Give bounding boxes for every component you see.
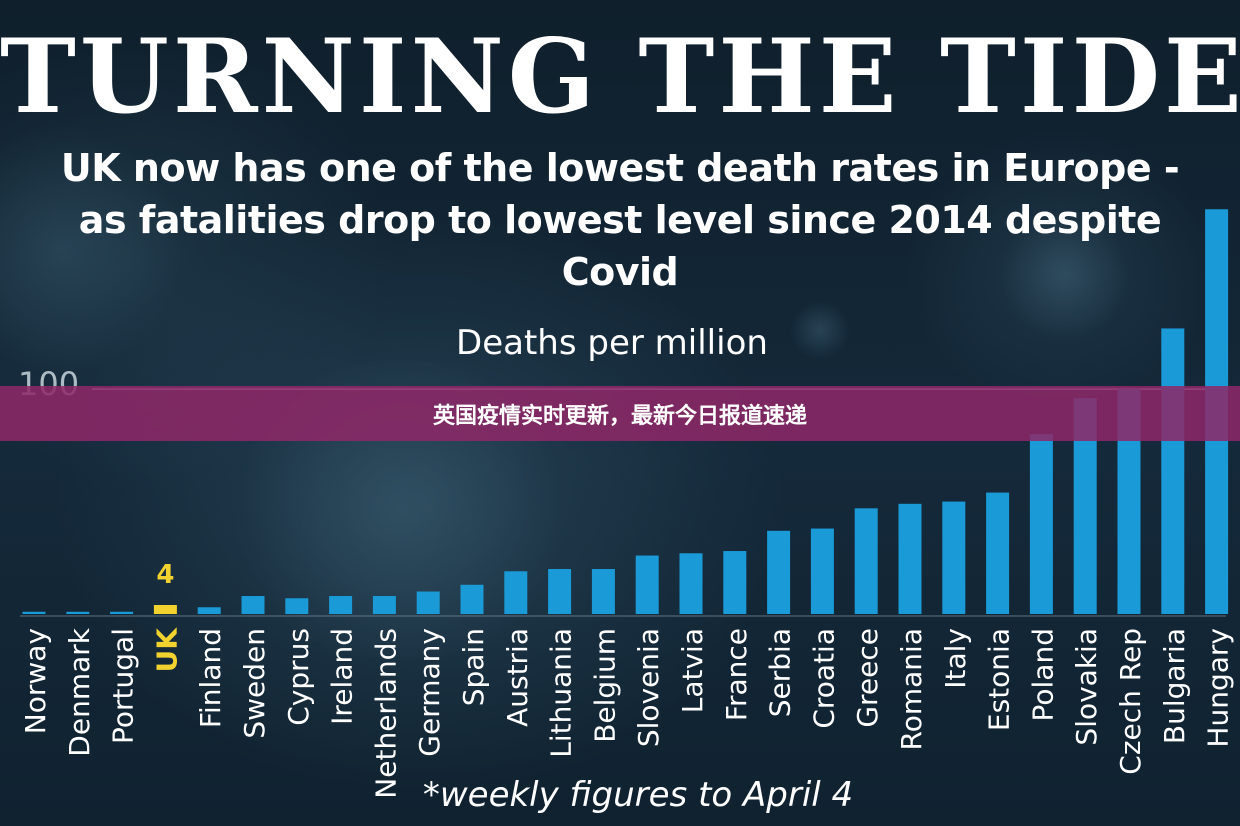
bar-greece	[854, 508, 878, 614]
bar-romania	[898, 503, 922, 614]
bar-austria	[504, 571, 528, 614]
x-tick-label: Belgium	[588, 628, 621, 743]
chart-title: Deaths per million	[456, 323, 768, 363]
bar-italy	[942, 501, 966, 614]
x-tick-label: Germany	[413, 628, 446, 757]
bar-finland	[197, 607, 221, 614]
x-tick-label: Slovenia	[632, 628, 665, 747]
bar-france	[723, 551, 747, 614]
bar-spain	[460, 584, 484, 614]
bar-belgium	[591, 569, 615, 614]
x-tick-label: Poland	[1026, 628, 1059, 721]
bar-poland	[1029, 434, 1053, 614]
bar-estonia	[986, 492, 1010, 614]
bar-croatia	[810, 528, 834, 614]
subtitle: UK now has one of the lowest death rates…	[60, 146, 1180, 294]
x-tick-label: Finland	[194, 628, 227, 728]
headline: TURNING THE TIDE	[0, 17, 1240, 137]
bar-denmark	[66, 611, 90, 614]
chart-footnote: *weekly figures to April 4	[423, 775, 853, 815]
x-tick-label: Czech Rep	[1114, 628, 1147, 775]
bar-germany	[416, 591, 440, 614]
x-tick-label: France	[720, 628, 753, 721]
x-tick-label: Slovakia	[1070, 628, 1103, 746]
x-tick-label: Norway	[19, 628, 52, 734]
bar-portugal	[110, 611, 134, 614]
x-tick-label: Denmark	[63, 627, 96, 756]
bar-netherlands	[372, 596, 396, 614]
x-tick-label: UK	[150, 627, 183, 673]
overlay-banner: 英国疫情实时更新，最新今日报道速递	[0, 386, 1240, 441]
banner-text: 英国疫情实时更新，最新今日报道速递	[432, 403, 807, 429]
x-tick-label: Portugal	[107, 628, 140, 744]
bar-bulgaria	[1161, 328, 1185, 614]
bar-ireland	[329, 596, 353, 614]
x-tick-label: Italy	[939, 628, 972, 689]
x-tick-label: Ireland	[326, 628, 359, 725]
bar-lithuania	[548, 569, 572, 614]
bar-latvia	[679, 553, 703, 614]
bars-group	[22, 209, 1229, 615]
x-tick-label: Spain	[457, 628, 490, 706]
x-tick-labels: Norway Denmark Portugal UK Finland Sweden Cypr…	[19, 627, 1235, 799]
x-tick-label: Serbia	[764, 628, 797, 717]
x-tick-label: Netherlands	[369, 628, 402, 799]
x-tick-label: Romania	[895, 628, 928, 750]
bar-sweden	[241, 596, 265, 614]
bar-cyprus	[285, 598, 309, 614]
x-tick-label: Cyprus	[282, 628, 315, 726]
x-tick-label: Greece	[851, 628, 884, 728]
bar-uk	[153, 605, 177, 614]
bar-norway	[22, 611, 46, 614]
bar-slovakia	[1073, 398, 1097, 614]
x-tick-label: Bulgaria	[1158, 628, 1191, 744]
x-tick-label: Sweden	[238, 628, 271, 739]
x-tick-label: Latvia	[676, 628, 709, 713]
bar-slovenia	[635, 555, 659, 614]
bar-serbia	[767, 530, 791, 614]
highlight-value-label: 4	[156, 560, 174, 590]
bar-czech-rep	[1117, 389, 1141, 614]
x-tick-label: Estonia	[983, 628, 1016, 731]
x-tick-label: Austria	[501, 628, 534, 727]
x-tick-label: Lithuania	[545, 628, 578, 758]
x-tick-label: Hungary	[1202, 628, 1235, 748]
x-tick-label: Croatia	[807, 628, 840, 729]
